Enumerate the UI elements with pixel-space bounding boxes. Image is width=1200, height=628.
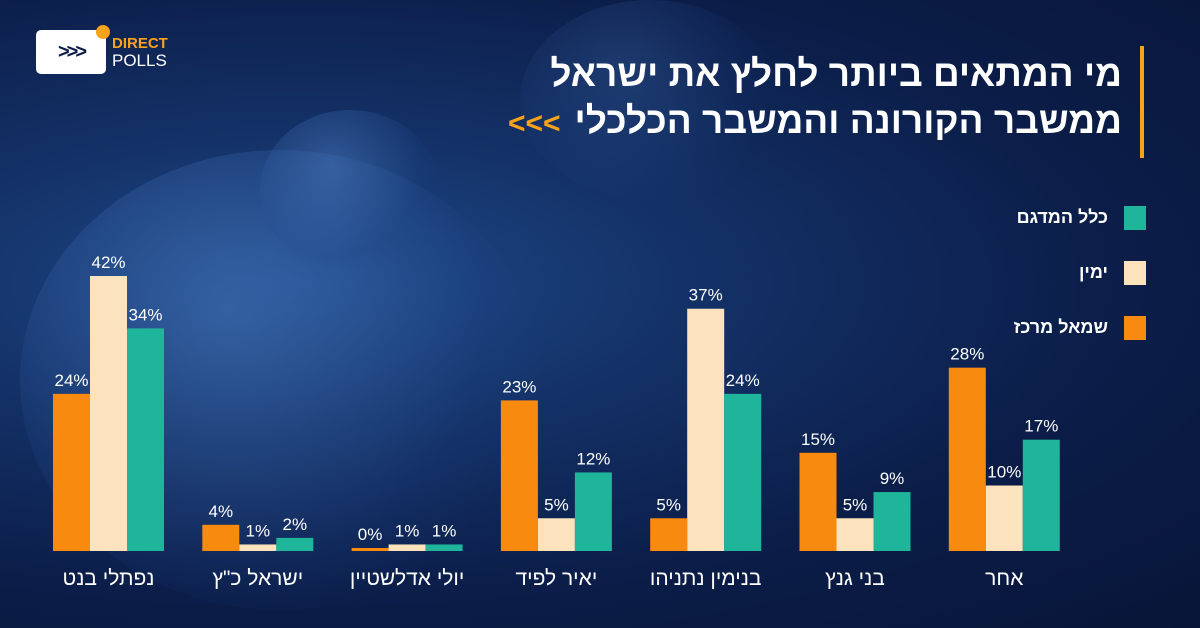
title-accent-bar: [1140, 46, 1144, 158]
category-label: ישראל כ"ץ: [212, 567, 303, 590]
data-label: 24%: [726, 371, 760, 390]
bar: [90, 276, 127, 551]
legend-swatch: [1124, 260, 1146, 285]
data-label: 17%: [1024, 417, 1058, 436]
data-label: 1%: [246, 521, 271, 540]
category-label: נפתלי בנט: [63, 567, 155, 590]
logo-icon: >>>: [36, 25, 110, 74]
bar: [202, 524, 240, 551]
legend-label: ימין: [1078, 262, 1108, 282]
bar: [574, 472, 612, 551]
category-label: בנימין נתניהו: [650, 567, 762, 590]
data-label: 4%: [209, 502, 234, 521]
bar: [948, 367, 986, 551]
bar: [500, 400, 538, 551]
bar: [873, 492, 911, 551]
logo-direct: DIRECT: [112, 35, 168, 52]
data-label: 23%: [502, 377, 536, 396]
bar: [239, 544, 277, 551]
bar: [836, 518, 874, 551]
bar: [1022, 439, 1060, 551]
category-label: יולי אדלשטיין: [350, 567, 464, 590]
legend-item: ימין: [1014, 245, 1146, 300]
data-label: 1%: [395, 521, 420, 540]
bar: [687, 308, 725, 551]
data-label: 10%: [987, 463, 1021, 482]
legend-label: כלל המדגם: [1016, 207, 1108, 227]
title-line-2-text: ממשבר הקורונה והמשבר הכלכלי: [574, 100, 1122, 141]
data-label: 5%: [544, 495, 569, 514]
logo-dot: [96, 25, 110, 39]
legend-swatch: [1124, 205, 1146, 230]
legend-swatch: [1124, 315, 1146, 340]
virus-background-2: [520, 0, 780, 200]
data-label: 2%: [283, 515, 308, 534]
data-label: 37%: [689, 286, 723, 305]
legend-item: כלל המדגם: [1014, 190, 1146, 245]
legend-label: שמאל מרכז: [1013, 317, 1108, 337]
data-label: 9%: [880, 469, 905, 488]
data-label: 24%: [54, 371, 88, 390]
bar: [650, 518, 688, 551]
bar: [127, 328, 164, 551]
logo-chevrons: >>>: [57, 40, 87, 63]
data-label: 34%: [128, 305, 162, 324]
data-label: 0%: [358, 525, 383, 544]
bar: [537, 518, 575, 551]
data-label: 5%: [656, 495, 681, 514]
bar: [351, 548, 389, 551]
logo-polls: POLLS: [112, 51, 167, 70]
chart-title: מי המתאים ביותר לחלץ את ישראל ממשבר הקור…: [508, 50, 1122, 147]
legend-item: שמאל מרכז: [1014, 300, 1146, 355]
data-label: 28%: [950, 345, 984, 364]
data-label: 5%: [843, 495, 868, 514]
bar: [799, 452, 837, 551]
title-line-1: מי המתאים ביותר לחלץ את ישראל: [550, 53, 1122, 94]
arrows-icon: <<<: [507, 107, 561, 140]
title-line-2: ממשבר הקורונה והמשבר הכלכלי <<<: [508, 97, 1122, 147]
virus-spike: [260, 110, 440, 270]
category-label: יאיר לפיד: [516, 567, 598, 590]
logo: >>> DIRECT POLLS: [36, 25, 168, 74]
data-label: 42%: [91, 253, 125, 272]
category-label: בני גנץ: [825, 567, 885, 590]
category-label: אחר: [985, 567, 1023, 590]
legend: כלל המדגם ימין שמאל מרכז: [1014, 190, 1146, 355]
bar: [276, 537, 314, 551]
bar: [425, 544, 463, 551]
data-label: 1%: [432, 521, 457, 540]
bar: [724, 393, 762, 551]
bar: [985, 485, 1023, 551]
data-label: 15%: [801, 430, 835, 449]
bar: [53, 393, 90, 551]
data-label: 12%: [576, 449, 610, 468]
bar: [388, 544, 426, 551]
